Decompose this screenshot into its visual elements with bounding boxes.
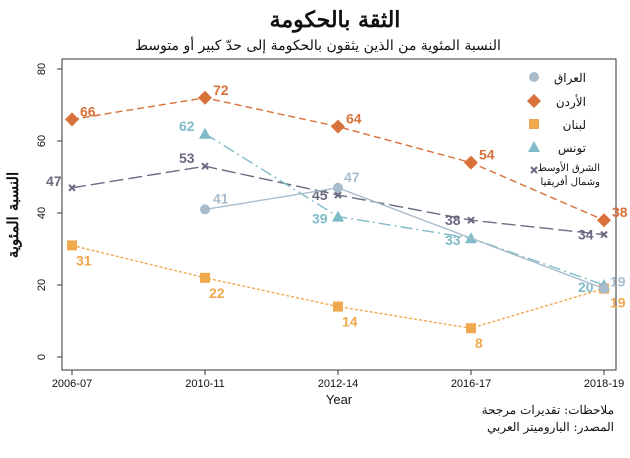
legend-label: لبنان <box>563 118 586 132</box>
data-point <box>199 127 211 139</box>
note-estimates: ملاحظات: تقديرات مرجحة <box>482 403 614 417</box>
data-point <box>464 155 478 170</box>
series-line <box>204 133 605 286</box>
x-tick-label: 2012-14 <box>318 378 358 390</box>
data-point <box>198 90 212 105</box>
legend-item-2: الأردن <box>527 94 586 109</box>
data-point <box>333 182 343 193</box>
data-label: 19 <box>610 274 626 290</box>
data-point <box>466 323 476 334</box>
y-tick-label: 20 <box>36 279 48 291</box>
data-label: 19 <box>610 295 626 311</box>
data-label: 64 <box>346 111 362 127</box>
data-label: 31 <box>76 252 92 268</box>
data-label: 54 <box>479 147 495 163</box>
data-label: 34 <box>578 227 594 243</box>
data-point <box>65 112 79 127</box>
data-point <box>334 191 342 199</box>
legend-item-3: لبنان <box>529 118 586 132</box>
chart-title: الثقة بالحكومة <box>270 7 401 33</box>
marker-stroke <box>600 230 608 239</box>
legend-item-4: تونس <box>528 141 586 155</box>
y-tick-label: 60 <box>36 135 48 147</box>
data-label: 38 <box>612 204 628 220</box>
y-tick-label: 80 <box>36 63 48 75</box>
x-tick-label: 2016-17 <box>451 378 491 390</box>
chart-subtitle: النسبة المئوية من الذين يثقون بالحكومة إ… <box>135 35 501 54</box>
legend-marker <box>528 141 540 152</box>
data-point <box>200 204 210 215</box>
marker-stroke <box>68 184 76 192</box>
legend-label: الأردن <box>556 94 586 109</box>
data-point <box>68 184 76 192</box>
legend-marker <box>529 119 539 129</box>
y-tick-label: 0 <box>36 354 48 360</box>
legend-label: العراق <box>554 71 586 85</box>
data-point <box>600 230 608 239</box>
legend-label: وشمال أفريقيا <box>541 175 601 188</box>
series-line <box>71 165 605 236</box>
y-tick-label: 40 <box>36 207 48 219</box>
data-point <box>200 272 210 283</box>
data-point <box>201 162 209 170</box>
data-point <box>599 283 609 294</box>
data-label: 33 <box>445 232 461 248</box>
data-point <box>332 210 344 222</box>
marker-stroke <box>334 191 342 199</box>
marker-stroke <box>467 216 475 224</box>
legend-marker <box>529 72 539 82</box>
data-label: 39 <box>312 211 328 227</box>
legend-label: الشرق الأوسط <box>538 162 600 174</box>
axes: 0 20 40 60 80 2006-07 2010-11 2012-14 2016-17 201… <box>36 63 624 390</box>
data-label: 47 <box>344 169 360 185</box>
legend-label: تونس <box>558 141 586 155</box>
legend-marker <box>530 166 538 174</box>
x-tick-label: 2018-19 <box>584 378 624 390</box>
data-point <box>597 213 611 228</box>
data-label: 22 <box>209 285 225 301</box>
series-3: 31 22 14 8 19 <box>67 240 626 351</box>
x-tick-label: 2010-11 <box>185 378 225 390</box>
marker-stroke <box>201 162 209 170</box>
marker-stroke <box>530 166 538 174</box>
data-label: 53 <box>179 150 195 166</box>
x-axis-title: Year <box>326 392 353 407</box>
series-layer: 4753453834312214819623933204147196672645… <box>46 82 628 351</box>
data-point <box>331 119 345 134</box>
legend-marker <box>527 94 541 108</box>
y-axis-title: النسبة المئوية <box>4 172 22 258</box>
note-source: المصدر: الباروميتر العربي <box>487 420 614 434</box>
data-label: 66 <box>80 103 96 119</box>
data-point <box>467 216 475 224</box>
data-point <box>333 301 343 312</box>
series-2: 66 72 64 54 38 <box>65 82 628 228</box>
data-label: 47 <box>46 173 62 189</box>
data-label: 62 <box>179 118 195 134</box>
data-label: 41 <box>213 190 229 206</box>
data-label: 14 <box>342 314 358 330</box>
data-label: 72 <box>213 82 229 98</box>
series-line <box>71 97 605 221</box>
data-label: 38 <box>445 212 461 228</box>
series-1: 41 47 19 <box>200 169 626 294</box>
x-tick-label: 2006-07 <box>52 378 92 390</box>
data-label: 8 <box>475 335 483 351</box>
series-line <box>204 187 605 290</box>
legend-item-1: العراق <box>529 71 586 85</box>
data-point <box>67 240 77 251</box>
